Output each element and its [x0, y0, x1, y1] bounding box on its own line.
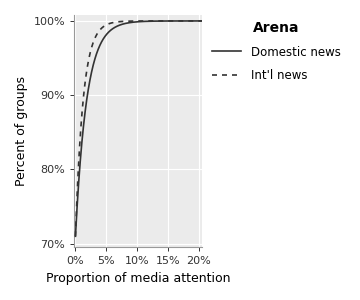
Int'l news — [200, 19, 204, 23]
Domestic news — [197, 19, 202, 23]
Y-axis label: Percent of groups: Percent of groups — [15, 76, 28, 186]
Int'l news — [88, 52, 92, 56]
Legend: Domestic news, Int'l news: Domestic news, Int'l news — [212, 21, 341, 82]
X-axis label: Proportion of media attention: Proportion of media attention — [46, 272, 230, 285]
Domestic news — [95, 50, 99, 53]
Domestic news — [122, 22, 126, 26]
Domestic news — [184, 19, 188, 23]
Domestic news — [200, 19, 204, 23]
Int'l news — [73, 235, 78, 238]
Int'l news — [127, 19, 131, 23]
Domestic news — [73, 235, 78, 238]
Domestic news — [127, 21, 131, 25]
Line: Domestic news: Domestic news — [76, 21, 202, 236]
Int'l news — [197, 19, 202, 23]
Int'l news — [184, 19, 188, 23]
Domestic news — [88, 79, 92, 82]
Int'l news — [122, 20, 126, 23]
Int'l news — [95, 32, 99, 35]
Line: Int'l news: Int'l news — [76, 21, 202, 236]
